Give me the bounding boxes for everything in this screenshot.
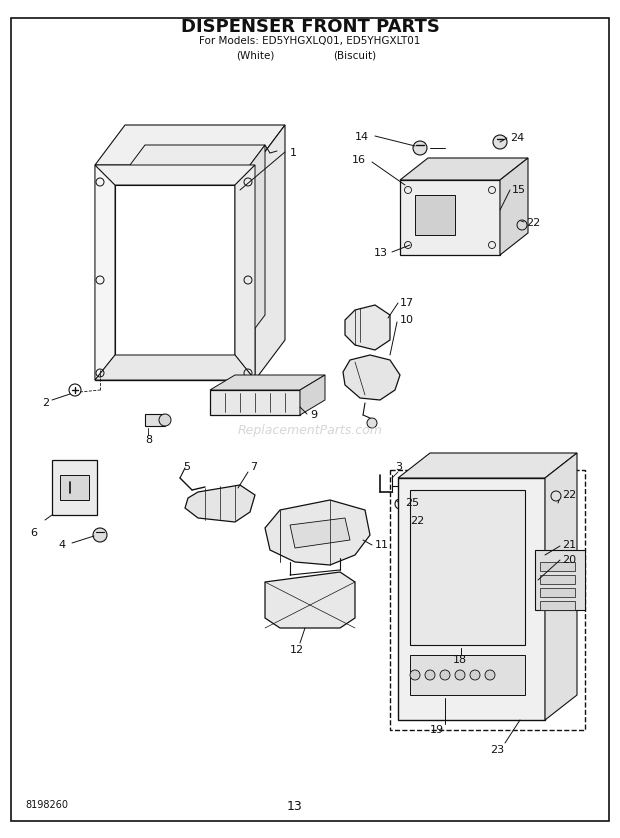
Text: 22: 22 xyxy=(526,218,540,228)
Circle shape xyxy=(93,528,107,542)
Text: 6: 6 xyxy=(30,528,37,538)
Text: 7: 7 xyxy=(250,462,257,472)
Text: (White): (White) xyxy=(236,50,274,60)
Polygon shape xyxy=(300,375,325,415)
Text: 22: 22 xyxy=(410,516,424,526)
Text: 13: 13 xyxy=(287,800,303,813)
Text: 15: 15 xyxy=(512,185,526,195)
Circle shape xyxy=(455,670,465,680)
Circle shape xyxy=(367,418,377,428)
Polygon shape xyxy=(95,165,255,185)
Text: 2: 2 xyxy=(42,398,49,408)
Circle shape xyxy=(425,670,435,680)
Text: ReplacementParts.com: ReplacementParts.com xyxy=(237,423,383,437)
Circle shape xyxy=(159,414,171,426)
Text: 8198260: 8198260 xyxy=(25,800,68,810)
Text: 18: 18 xyxy=(453,655,467,665)
Text: 24: 24 xyxy=(510,133,525,143)
Polygon shape xyxy=(60,475,89,500)
Polygon shape xyxy=(210,375,325,390)
Text: 1: 1 xyxy=(290,148,297,158)
Circle shape xyxy=(485,670,495,680)
Polygon shape xyxy=(95,125,285,165)
Text: 13: 13 xyxy=(374,248,388,258)
Text: 8: 8 xyxy=(145,435,152,445)
Polygon shape xyxy=(415,195,455,235)
Bar xyxy=(390,470,585,730)
Polygon shape xyxy=(410,490,525,645)
Polygon shape xyxy=(185,485,255,522)
Text: For Models: ED5YHGXLQ01, ED5YHGXLT01: For Models: ED5YHGXLQ01, ED5YHGXLT01 xyxy=(199,36,421,46)
Polygon shape xyxy=(210,390,300,415)
Polygon shape xyxy=(410,655,525,695)
Text: 14: 14 xyxy=(355,132,369,142)
Circle shape xyxy=(493,135,507,149)
Text: 16: 16 xyxy=(352,155,366,165)
Text: 25: 25 xyxy=(405,498,419,508)
Text: 9: 9 xyxy=(310,410,317,420)
Text: 5: 5 xyxy=(183,462,190,472)
Text: 4: 4 xyxy=(58,540,65,550)
Polygon shape xyxy=(545,453,577,720)
Polygon shape xyxy=(345,305,390,350)
Polygon shape xyxy=(145,414,165,426)
Circle shape xyxy=(470,670,480,680)
Text: 23: 23 xyxy=(490,745,504,755)
Polygon shape xyxy=(398,478,545,720)
Polygon shape xyxy=(540,562,575,571)
Polygon shape xyxy=(535,550,585,610)
Polygon shape xyxy=(95,165,115,380)
Text: (Biscuit): (Biscuit) xyxy=(334,50,376,60)
Polygon shape xyxy=(52,460,97,515)
Circle shape xyxy=(413,141,427,155)
Polygon shape xyxy=(290,518,350,548)
Polygon shape xyxy=(265,572,355,628)
Circle shape xyxy=(440,670,450,680)
Text: 22: 22 xyxy=(562,490,576,500)
Text: 11: 11 xyxy=(375,540,389,550)
Polygon shape xyxy=(343,355,400,400)
Text: 21: 21 xyxy=(562,540,576,550)
Circle shape xyxy=(410,670,420,680)
Text: DISPENSER FRONT PARTS: DISPENSER FRONT PARTS xyxy=(180,18,440,36)
Polygon shape xyxy=(400,158,528,180)
Text: 10: 10 xyxy=(400,315,414,325)
Polygon shape xyxy=(265,500,370,565)
Polygon shape xyxy=(95,355,255,380)
Text: 12: 12 xyxy=(290,645,304,655)
Polygon shape xyxy=(540,588,575,597)
Polygon shape xyxy=(540,601,575,610)
Text: 20: 20 xyxy=(562,555,576,565)
Text: 3: 3 xyxy=(395,462,402,472)
Polygon shape xyxy=(255,125,285,380)
Polygon shape xyxy=(500,158,528,255)
Polygon shape xyxy=(235,145,265,355)
Text: 17: 17 xyxy=(400,298,414,308)
Polygon shape xyxy=(235,165,255,380)
Polygon shape xyxy=(398,453,577,478)
Polygon shape xyxy=(540,575,575,584)
Text: 19: 19 xyxy=(430,725,444,735)
Polygon shape xyxy=(115,145,265,185)
Polygon shape xyxy=(400,180,500,255)
